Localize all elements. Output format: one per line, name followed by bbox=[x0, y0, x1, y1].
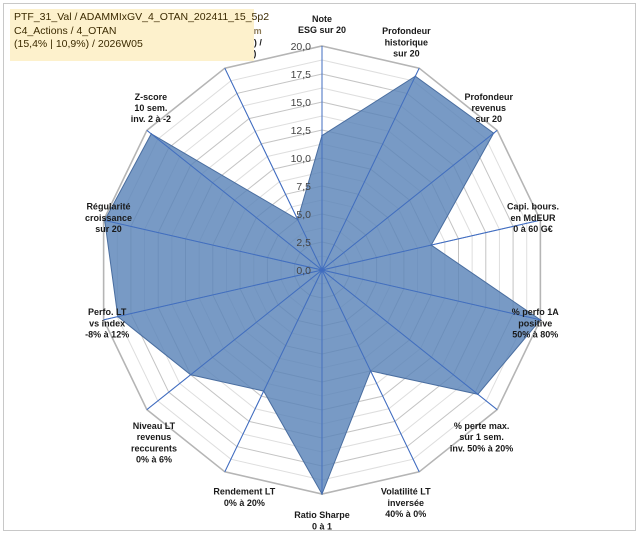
axis-label-line: Profondeur bbox=[465, 92, 514, 102]
axis-label-line: positive bbox=[518, 318, 552, 328]
axis-label-line: Z-score bbox=[135, 92, 168, 102]
tick-label: 0,0 bbox=[296, 265, 311, 277]
axis-label-line: Ratio Sharpe bbox=[294, 510, 350, 520]
axis-label-line: revenus bbox=[472, 103, 507, 113]
axis-label-line: 0% à 6% bbox=[136, 455, 172, 465]
axis-label-line: en MdEUR bbox=[511, 213, 557, 223]
axis-label-line: sur 20 bbox=[393, 48, 420, 58]
axis-label: Z-score 10 sem. inv. 2 à -2 bbox=[131, 92, 171, 124]
axis-label-line: 40% à 0% bbox=[385, 509, 426, 519]
axis-label-line: sur 20 bbox=[476, 114, 503, 124]
radar-spoke-overlay bbox=[103, 219, 323, 271]
tick-label: 10,0 bbox=[291, 153, 312, 165]
axis-label: Capi. bours. en MdEUR 0 à 60 G€ bbox=[507, 202, 559, 234]
axis-label-line: historique bbox=[385, 37, 429, 47]
axis-label: Profondeur historique sur 20 bbox=[382, 26, 431, 58]
axis-label-line: croissance bbox=[85, 213, 132, 223]
info-line-1: PTF_31_Val / ADAMMIxGV_4_OTAN_202411_15_… bbox=[14, 11, 270, 23]
svg-text:% perte max.sur 1 sem.inv. 50%: % perte max. sur 1 sem. inv. 50% à 20% bbox=[450, 421, 513, 453]
axis-label: Niveau LT revenus reccurents 0% à 6% bbox=[131, 421, 177, 465]
axis-label: Profondeur revenus sur 20 bbox=[465, 92, 514, 124]
axis-label-line: 0 à 60 G€ bbox=[513, 224, 553, 234]
axis-label: Note ESG sur 20 bbox=[298, 14, 346, 35]
axis-label: % perfo 1A positive 50% à 80% bbox=[512, 307, 560, 339]
axis-label-line: Note bbox=[312, 14, 332, 24]
tick-label: 7,5 bbox=[296, 181, 311, 193]
axis-label-line: Profondeur bbox=[382, 26, 431, 36]
axis-label-line: vs index bbox=[89, 318, 125, 328]
tick-label: 20,0 bbox=[291, 41, 312, 53]
radar-spoke-overlay bbox=[103, 269, 323, 321]
axis-label-line: 10 sem. bbox=[134, 103, 167, 113]
axis-label-line: Niveau LT bbox=[133, 421, 176, 431]
tick-label: 2,5 bbox=[296, 237, 311, 249]
tick-label: 5,0 bbox=[296, 209, 311, 221]
axis-label: Rendement LT 0% à 20% bbox=[213, 487, 275, 508]
radar-series bbox=[103, 46, 542, 496]
axis-label-line: 0 à 1 bbox=[312, 521, 332, 531]
axis-label-line: Rendement LT bbox=[213, 487, 275, 497]
radar-spoke-overlay bbox=[321, 129, 498, 271]
axis-label-line: inversée bbox=[387, 498, 424, 508]
axis-label-line: reccurents bbox=[131, 443, 177, 453]
axis-label-line: Capi. bours. bbox=[507, 202, 559, 212]
axis-label-line: inv. 50% à 20% bbox=[450, 443, 513, 453]
svg-text:Rendement LT0% à 20%: Rendement LT 0% à 20% bbox=[213, 487, 275, 508]
axis-label: Ratio Sharpe 0 à 1 bbox=[294, 510, 350, 531]
axis-label-line: -8% à 12% bbox=[85, 330, 129, 340]
axis-label-line: % perte max. bbox=[454, 421, 510, 431]
info-line-3: (15,4% | 10,9%) / 2026W05 bbox=[14, 38, 143, 50]
axis-label: Régularité croissance sur 20 bbox=[85, 202, 132, 234]
axis-label-line: 0% à 20% bbox=[224, 498, 265, 508]
radar-spoke-overlay bbox=[321, 269, 498, 411]
tick-label: 15,0 bbox=[291, 97, 312, 109]
radar-spoke-overlay bbox=[146, 269, 323, 411]
info-line-2: C4_Actions / 4_OTAN bbox=[14, 24, 117, 37]
axis-label-line: Volatilité LT bbox=[381, 487, 431, 497]
radar-spoke-overlay bbox=[224, 67, 323, 271]
axis-label-line: 50% à 80% bbox=[512, 330, 558, 340]
axis-label-line: % perfo 1A bbox=[512, 307, 560, 317]
axis-label-line: inv. 2 à -2 bbox=[131, 114, 171, 124]
axis-label-line: sur 20 bbox=[95, 224, 122, 234]
axis-label-line: ESG sur 20 bbox=[298, 25, 346, 35]
radar-spoke-overlay bbox=[321, 219, 541, 271]
radar-spoke-overlay bbox=[321, 67, 420, 271]
tick-label: 17,5 bbox=[291, 69, 312, 81]
axis-label: Perfo. LT vs index -8% à 12% bbox=[85, 307, 129, 339]
axis-label-line: Perfo. LT bbox=[88, 307, 127, 317]
axis-label-line: Régularité bbox=[86, 202, 130, 212]
axis-label: % perte max. sur 1 sem. inv. 50% à 20% bbox=[450, 421, 513, 453]
axis-label: Volatilité LT inversée 40% à 0% bbox=[381, 487, 431, 519]
axis-label-line: sur 1 sem. bbox=[459, 432, 504, 442]
radar-spoke-overlay bbox=[321, 269, 420, 473]
radial-tick-labels: 0,0 2,5 5,0 7,5 10,0 12,5 15,0 17,5 20,0 bbox=[291, 41, 312, 277]
tick-label: 12,5 bbox=[291, 125, 312, 137]
radar-spoke-overlay bbox=[146, 129, 323, 271]
portfolio-info-box: PTF_31_Val / ADAMMIxGV_4_OTAN_202411_15_… bbox=[10, 9, 270, 61]
radar-spoke-overlay bbox=[321, 269, 541, 321]
axis-labels: Note ESG sur 20 Profondeur historique sur 20… bbox=[85, 14, 559, 532]
axis-label-line: revenus bbox=[137, 432, 172, 442]
radar-spoke-overlay bbox=[224, 269, 323, 473]
